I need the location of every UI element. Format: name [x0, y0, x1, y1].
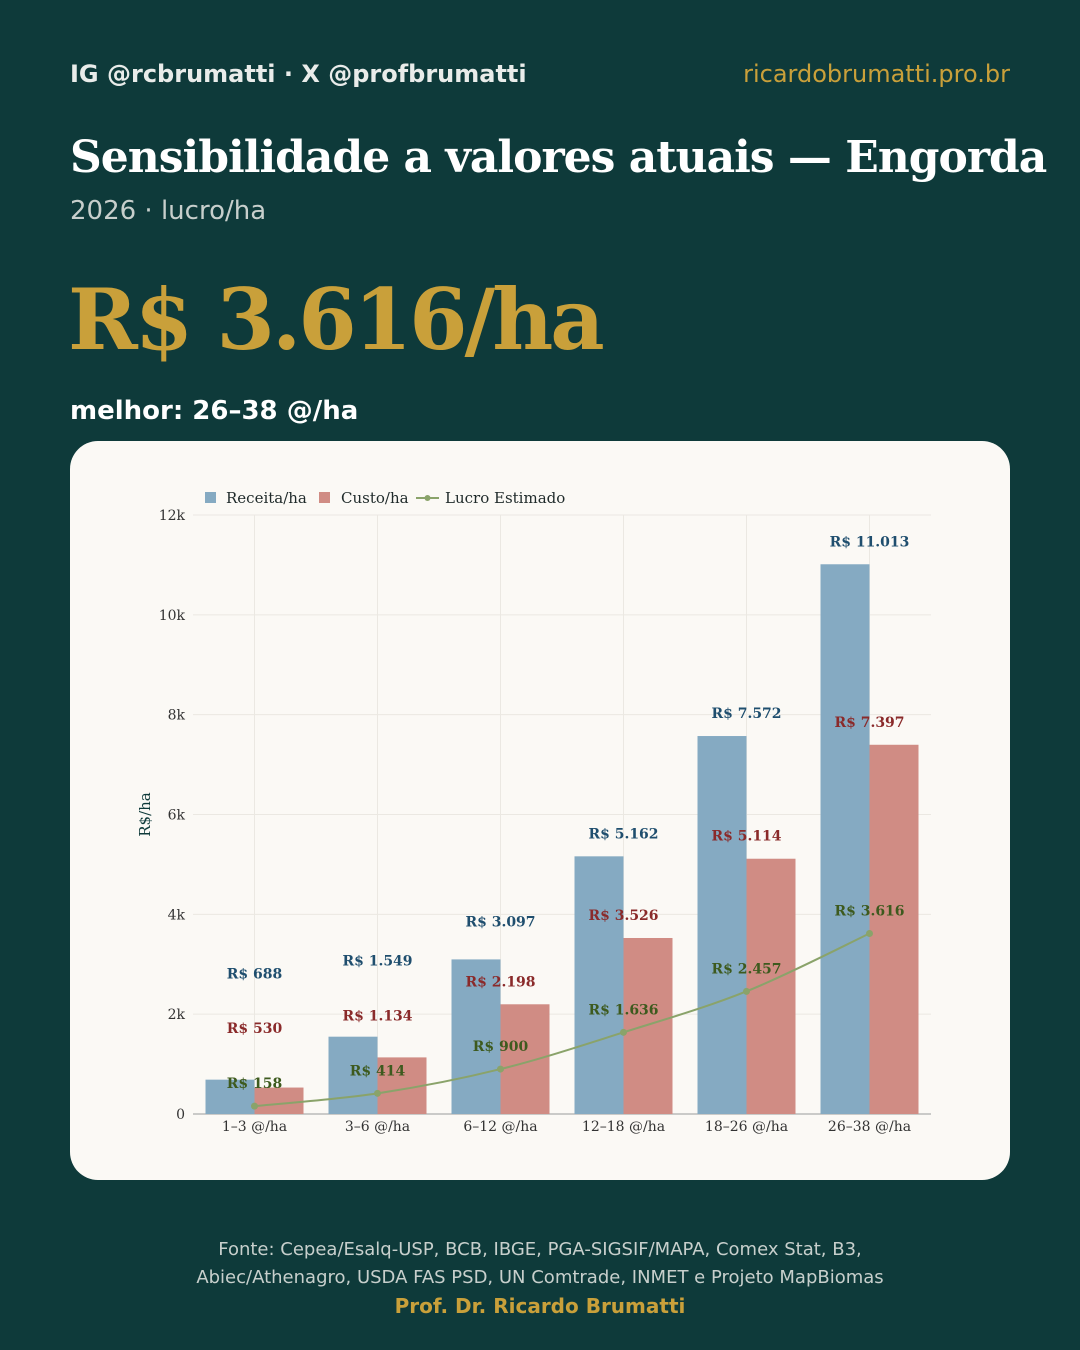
legend-label-custo: Custo/ha — [341, 489, 409, 507]
custo-bar — [254, 1087, 304, 1114]
highlight-value: R$ 3.616/ha — [68, 270, 605, 369]
receita-bar — [697, 736, 747, 1114]
custo-data-label: R$ 2.198 — [465, 974, 535, 990]
y-tick-label: 6k — [168, 808, 186, 824]
custo-data-label: R$ 7.397 — [834, 715, 904, 731]
custo-data-label: R$ 3.526 — [588, 908, 658, 924]
receita-data-label: R$ 3.097 — [465, 914, 535, 930]
lucro-data-label: R$ 414 — [350, 1063, 406, 1079]
x-tick-label: 18–26 @/ha — [705, 1119, 788, 1135]
receita-bar — [451, 959, 501, 1114]
source-note: Fonte: Cepea/Esalq-USP, BCB, IBGE, PGA-S… — [90, 1236, 990, 1292]
lucro-data-label: R$ 158 — [227, 1076, 282, 1092]
website-link[interactable]: ricardobrumatti.pro.br — [743, 60, 1010, 88]
custo-data-label: R$ 1.134 — [342, 1008, 412, 1024]
lucro-line — [254, 932, 870, 1108]
source-line-2: Abiec/Athenagro, USDA FAS PSD, UN Comtra… — [196, 1267, 884, 1288]
receita-data-label: R$ 5.162 — [588, 826, 658, 842]
receita-bar — [820, 564, 870, 1114]
social-handles: IG @rcbrumatti · X @profbrumatti — [70, 60, 527, 88]
lucro-point — [374, 1089, 381, 1097]
x-tick-label: 12–18 @/ha — [582, 1119, 665, 1135]
receita-data-label: R$ 7.572 — [711, 706, 781, 722]
source-line-1: Fonte: Cepea/Esalq-USP, BCB, IBGE, PGA-S… — [218, 1239, 862, 1260]
custo-data-label: R$ 530 — [227, 1021, 283, 1037]
y-axis-title: R$/ha — [136, 792, 154, 837]
lucro-data-label: R$ 2.457 — [711, 961, 781, 977]
chart-card: 0 2k 4k 6k 8k 10k 12k R$/ha R$ 688 R$ 530 R$ 158 R$… — [70, 441, 1010, 1180]
receita-data-label: R$ 1.549 — [342, 954, 412, 970]
y-tick-label: 4k — [168, 907, 186, 923]
lucro-point — [743, 987, 750, 995]
legend-swatch-custo — [319, 492, 330, 503]
custo-data-label: R$ 5.114 — [711, 829, 781, 845]
custo-bar — [623, 937, 673, 1114]
page-title: Sensibilidade a valores atuais — Engorda — [70, 132, 1047, 183]
legend-label-receita: Receita/ha — [226, 489, 307, 507]
custo-bar — [869, 744, 919, 1114]
x-tick-label: 6–12 @/ha — [463, 1119, 537, 1135]
lucro-point — [251, 1102, 258, 1110]
x-tick-label: 26–38 @/ha — [828, 1119, 911, 1135]
lucro-point — [866, 930, 873, 938]
lucro-data-label: R$ 3.616 — [834, 904, 904, 920]
lucro-data-label: R$ 900 — [473, 1039, 529, 1055]
chart-svg: 0 2k 4k 6k 8k 10k 12k R$/ha R$ 688 R$ 530 R$ 158 R$… — [136, 489, 931, 1135]
lucro-data-label: R$ 1.636 — [588, 1002, 658, 1018]
x-tick-label: 3–6 @/ha — [345, 1119, 410, 1135]
receita-data-label: R$ 11.013 — [830, 534, 910, 550]
custo-bar — [746, 858, 796, 1114]
receita-data-label: R$ 688 — [227, 966, 282, 982]
x-tick-label: 1–3 @/ha — [222, 1119, 287, 1135]
lucro-point — [620, 1028, 627, 1036]
receita-bar — [328, 1036, 378, 1114]
legend-label-lucro: Lucro Estimado — [445, 489, 565, 507]
best-range-label: melhor: 26–38 @/ha — [70, 396, 359, 426]
legend-swatch-receita — [205, 492, 216, 503]
lucro-point — [497, 1065, 504, 1073]
y-tick-label: 10k — [159, 608, 186, 624]
y-tick-label: 0 — [176, 1107, 185, 1123]
y-tick-label: 2k — [168, 1007, 186, 1023]
receita-bar — [574, 856, 624, 1114]
y-tick-label: 8k — [168, 708, 186, 724]
author-name: Prof. Dr. Ricardo Brumatti — [394, 1294, 686, 1318]
receita-bar — [205, 1079, 255, 1114]
custo-bar — [500, 1004, 550, 1114]
y-tick-label: 12k — [159, 508, 186, 524]
page-subtitle: 2026 · lucro/ha — [70, 196, 267, 226]
legend-swatch-lucro-point — [424, 495, 431, 501]
